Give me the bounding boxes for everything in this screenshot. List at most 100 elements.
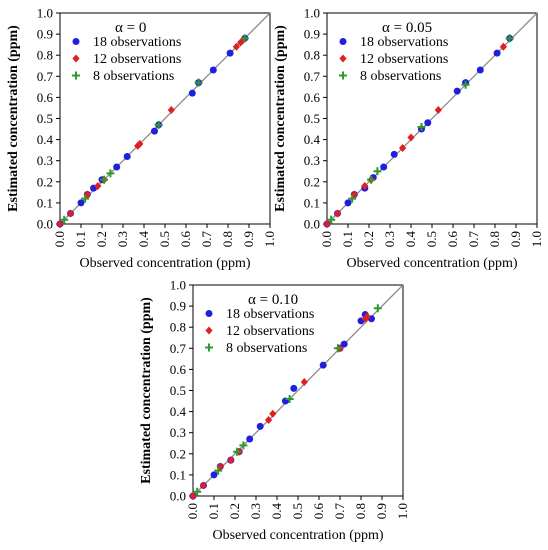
y-tick-label: 0.1 (304, 195, 320, 210)
legend-marker (339, 38, 347, 45)
y-tick-label: 0.9 (37, 27, 53, 42)
x-tick-label: 0.5 (157, 231, 172, 247)
legend-marker (72, 71, 80, 80)
x-tick-label: 0.1 (73, 231, 88, 247)
legend-label: 12 observations (226, 324, 314, 339)
data-point (151, 127, 158, 135)
y-tick-label: 0.3 (37, 153, 53, 168)
series-3 (193, 304, 382, 496)
y-tick-label: 0.9 (170, 299, 186, 314)
data-point (60, 215, 69, 224)
legend-label: 18 observations (93, 35, 181, 50)
data-point (333, 209, 342, 218)
data-point (233, 447, 242, 456)
x-axis-label: Observed concentration (ppm) (79, 256, 250, 271)
x-tick-label: 0.0 (319, 231, 334, 247)
data-point (81, 194, 90, 203)
y-tick-label: 0.1 (37, 195, 53, 210)
data-point (265, 416, 273, 425)
data-point (194, 78, 203, 87)
data-point (373, 304, 382, 313)
y-tick-label: 0.4 (170, 404, 187, 419)
data-point (210, 471, 218, 479)
x-tick-label: 0.5 (290, 503, 305, 519)
x-tick-label: 0.9 (508, 231, 523, 247)
x-tick-label: 0.9 (374, 503, 389, 519)
x-tick-label: 0.6 (311, 503, 326, 520)
x-tick-label: 0.2 (94, 231, 109, 247)
data-point (269, 409, 277, 418)
data-point (344, 199, 352, 207)
data-point (390, 150, 398, 158)
y-tick-label: 0.7 (37, 69, 54, 84)
chart-title: α = 0.05 (382, 20, 432, 36)
x-tick-label: 0.4 (269, 503, 284, 520)
legend-label: 12 observations (360, 52, 448, 67)
data-point (373, 167, 382, 176)
y-tick-label: 0.1 (170, 467, 186, 482)
legend-label: 18 observations (226, 307, 314, 322)
y-tick-label: 0.7 (304, 69, 321, 84)
y-tick-label: 0.6 (304, 90, 321, 105)
data-point (209, 66, 217, 74)
data-point (94, 182, 102, 191)
y-tick-label: 0.4 (304, 132, 321, 147)
data-point (399, 144, 407, 153)
data-point (361, 182, 369, 191)
y-tick-label: 1.0 (37, 6, 53, 21)
legend-label: 8 observations (93, 69, 174, 84)
y-tick-label: 0.5 (170, 383, 186, 398)
y-axis-label: Estimated concentration (ppm) (273, 25, 288, 212)
data-point (340, 340, 348, 348)
data-point (246, 435, 254, 443)
legend-label: 18 observations (360, 35, 448, 50)
legend-label: 12 observations (93, 52, 181, 67)
data-point (232, 42, 240, 51)
y-tick-label: 0.2 (37, 174, 53, 189)
x-tick-label: 1.0 (529, 231, 544, 247)
y-tick-label: 1.0 (304, 6, 320, 21)
legend-marker (205, 310, 213, 317)
data-point (113, 163, 121, 171)
x-tick-label: 1.0 (395, 503, 410, 519)
data-point (256, 422, 264, 430)
data-point (327, 215, 336, 224)
x-tick-label: 0.8 (220, 231, 235, 247)
data-point (100, 175, 109, 184)
y-tick-label: 0.9 (304, 27, 320, 42)
y-tick-label: 0.6 (37, 90, 54, 105)
y-tick-label: 0.3 (170, 425, 186, 440)
x-tick-label: 0.4 (403, 231, 418, 248)
y-tick-label: 0.2 (170, 446, 186, 461)
data-point (348, 194, 357, 203)
legend-marker (72, 54, 80, 63)
data-point (239, 441, 248, 450)
y-tick-label: 0.0 (170, 489, 186, 504)
data-point (434, 106, 442, 115)
y-axis-label: Estimated concentration (ppm) (6, 25, 21, 212)
data-point (461, 80, 470, 89)
series-3 (327, 34, 514, 224)
data-point (417, 122, 426, 131)
data-point (505, 34, 514, 43)
legend-marker (339, 54, 347, 63)
x-tick-label: 0.8 (353, 503, 368, 519)
chart-title: α = 0 (115, 20, 146, 36)
x-tick-label: 0.3 (115, 231, 130, 247)
y-tick-label: 0.5 (304, 111, 320, 126)
data-point (77, 199, 85, 207)
data-point (323, 220, 331, 228)
data-point (106, 169, 115, 178)
x-tick-label: 0.5 (424, 231, 439, 247)
data-point (499, 42, 507, 51)
y-axis-label: Estimated concentration (ppm) (139, 297, 154, 484)
x-tick-label: 0.0 (52, 231, 67, 247)
x-tick-label: 0.9 (241, 231, 256, 247)
y-tick-label: 0.8 (170, 320, 186, 335)
data-point (424, 119, 432, 127)
x-tick-label: 0.8 (487, 231, 502, 247)
data-point (193, 487, 202, 496)
x-tick-label: 0.3 (382, 231, 397, 247)
x-axis-label: Observed concentration (ppm) (346, 256, 517, 271)
